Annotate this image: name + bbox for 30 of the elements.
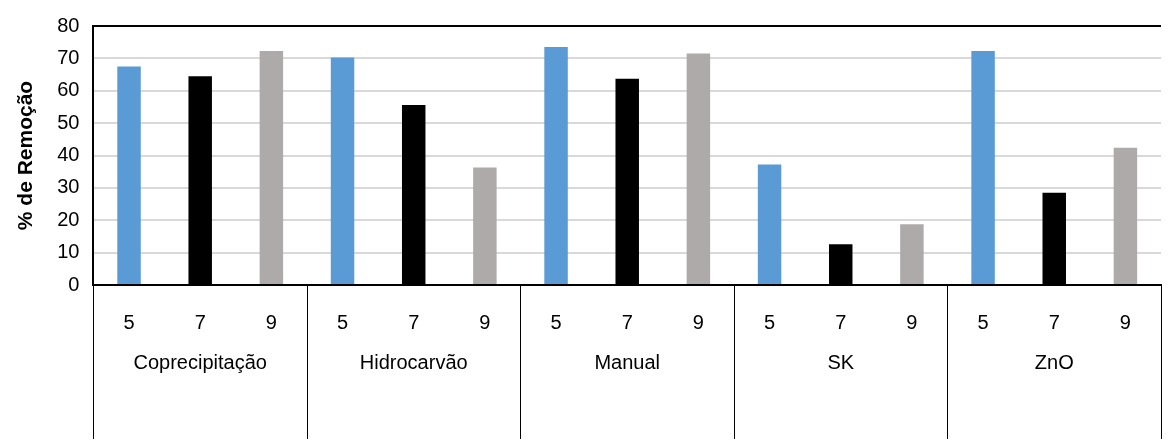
y-tick-label: 60	[57, 78, 80, 101]
text: 7	[1048, 310, 1060, 333]
text: 5	[977, 310, 989, 333]
text: 7	[835, 310, 847, 333]
text: 5	[336, 310, 349, 333]
text: 9	[692, 310, 704, 333]
y-tick-label: 30	[57, 175, 80, 198]
text: 5	[550, 310, 562, 333]
series-label: 5	[123, 310, 135, 333]
y-tick-label: 70	[57, 45, 80, 68]
y-tick-label: 50	[57, 110, 80, 133]
x-tick-label: Hidrocarvão	[359, 350, 468, 373]
x-tick-label: Manual	[594, 350, 661, 373]
text: 5	[764, 310, 776, 333]
x-tick-label: ZnO	[1034, 350, 1074, 373]
series-label: 7	[194, 310, 206, 333]
text: 7	[408, 310, 420, 333]
x-tick-label: Coprecipitação	[133, 350, 267, 373]
y-tick-label: 20	[57, 207, 80, 230]
y-tick-label: 0	[68, 272, 80, 295]
x-tick-label: SK	[827, 350, 855, 373]
y-axis-title: % de Remoção	[13, 80, 37, 231]
text: 9	[906, 310, 918, 333]
y-tick-label: 80	[57, 13, 80, 36]
text: 7	[621, 310, 633, 333]
y-tick-label: 40	[57, 143, 80, 166]
y-tick-label: 10	[57, 240, 80, 263]
series-label: 9	[265, 310, 277, 333]
text: 9	[479, 310, 491, 333]
text: 9	[1119, 310, 1131, 333]
